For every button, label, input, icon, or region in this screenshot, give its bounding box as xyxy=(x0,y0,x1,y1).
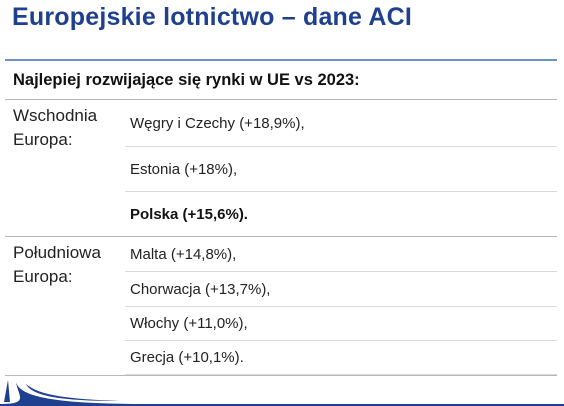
group-southern-europe: Południowa Europa: Malta (+14,8%), Chorw… xyxy=(5,237,557,375)
list-item-highlight: Polska (+15,6%). xyxy=(130,205,248,223)
top-rule xyxy=(5,59,557,61)
list-item: Włochy (+11,0%), xyxy=(125,307,557,341)
table-header: Najlepiej rozwijające się rynki w UE vs … xyxy=(13,71,360,89)
group-rule xyxy=(5,236,557,237)
slide-title: Europejskie lotnictwo – dane ACI xyxy=(12,3,412,31)
group-eastern-europe: Wschodnia Europa: Węgry i Czechy (+18,9%… xyxy=(5,100,557,236)
list-item: Malta (+14,8%), xyxy=(125,237,557,272)
bottom-rule xyxy=(5,375,557,376)
list-item: Chorwacja (+13,7%), xyxy=(125,272,557,307)
markets-table: Najlepiej rozwijające się rynki w UE vs … xyxy=(5,59,557,376)
list-item: Estonia (+18%), xyxy=(125,147,557,192)
group-label: Południowa Europa: xyxy=(13,243,101,286)
list-item: Węgry i Czechy (+18,9%), xyxy=(125,100,557,147)
group-label: Wschodnia Europa: xyxy=(13,106,98,149)
swoosh-logo-icon xyxy=(0,380,564,406)
list-item: Grecja (+10,1%). xyxy=(125,341,557,375)
header-rule xyxy=(5,99,557,100)
